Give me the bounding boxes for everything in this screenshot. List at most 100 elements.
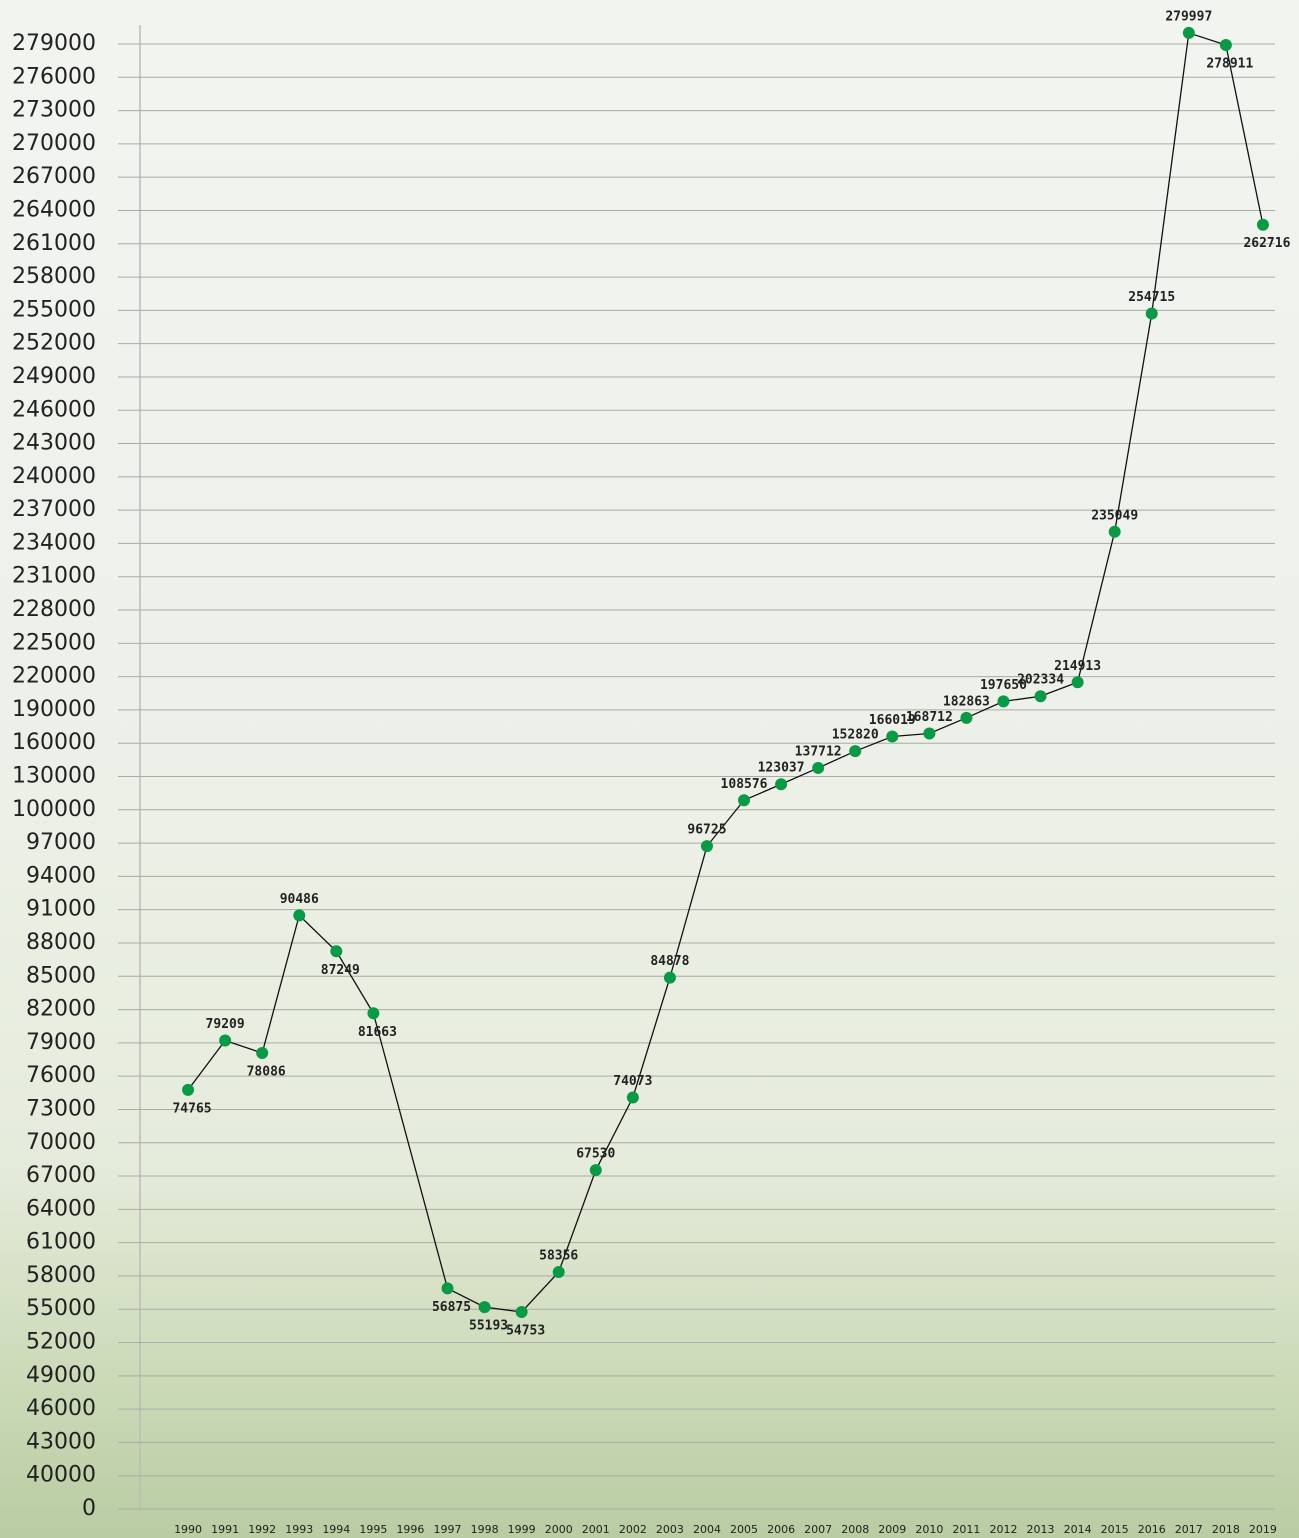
y-tick-label: 264000 [12, 197, 96, 222]
x-tick-label: 1995 [359, 1523, 387, 1536]
point [700, 840, 713, 853]
point [923, 727, 936, 740]
y-tick-label: 220000 [12, 664, 96, 689]
x-tick-label: 1998 [471, 1523, 499, 1536]
point [330, 945, 343, 958]
data-label: 197650 [980, 678, 1027, 693]
point [441, 1282, 454, 1295]
y-tick-label: 70000 [26, 1130, 96, 1155]
y-tick-label: 252000 [12, 331, 96, 356]
data-label: 254715 [1128, 290, 1175, 305]
data-label: 90486 [280, 892, 319, 907]
point [182, 1083, 195, 1096]
y-tick-label: 76000 [26, 1063, 96, 1088]
data-label: 166019 [869, 713, 916, 728]
x-tick-label: 2010 [915, 1523, 943, 1536]
y-tick-label: 249000 [12, 364, 96, 389]
x-tick-label: 2006 [767, 1523, 795, 1536]
x-tick-label: 2003 [656, 1523, 684, 1536]
point [663, 971, 676, 984]
data-label: 55193 [469, 1319, 508, 1334]
y-tick-label: 58000 [26, 1263, 96, 1288]
x-tick-label: 2005 [730, 1523, 758, 1536]
x-tick-label: 1992 [248, 1523, 276, 1536]
y-tick-label: 46000 [26, 1396, 96, 1421]
data-label: 152820 [832, 728, 879, 743]
y-tick-label: 273000 [12, 98, 96, 123]
x-tick-label: 2001 [582, 1523, 610, 1536]
point [367, 1007, 380, 1020]
point [738, 794, 751, 807]
data-label: 84878 [650, 954, 689, 969]
x-tick-label: 2008 [841, 1523, 869, 1536]
x-tick-label: 2014 [1064, 1523, 1092, 1536]
y-tick-label: 261000 [12, 231, 96, 256]
y-tick-label: 40000 [26, 1463, 96, 1488]
y-tick-label: 246000 [12, 397, 96, 422]
point [1145, 307, 1158, 320]
y-tick-label: 279000 [12, 31, 96, 56]
point [812, 761, 825, 774]
x-tick-label: 1999 [508, 1523, 536, 1536]
y-tick-label: 276000 [12, 64, 96, 89]
y-tick-label: 225000 [12, 630, 96, 655]
point [1108, 525, 1121, 538]
point [997, 695, 1010, 708]
y-tick-label: 49000 [26, 1363, 96, 1388]
y-tick-label: 0 [82, 1496, 96, 1521]
data-label: 262716 [1243, 236, 1290, 251]
point [1219, 38, 1232, 51]
y-tick-label: 52000 [26, 1330, 96, 1355]
data-label: 74073 [613, 1074, 652, 1089]
y-tick-label: 255000 [12, 297, 96, 322]
x-tick-label: 2018 [1212, 1523, 1240, 1536]
point [960, 711, 973, 724]
point [1182, 26, 1195, 39]
y-tick-label: 55000 [26, 1296, 96, 1321]
x-tick-label: 2019 [1249, 1523, 1277, 1536]
point [552, 1265, 565, 1278]
data-label: 214913 [1054, 659, 1101, 674]
y-tick-label: 160000 [12, 730, 96, 755]
data-label: 278911 [1206, 56, 1253, 71]
point [478, 1301, 491, 1314]
data-label: 58356 [539, 1248, 578, 1263]
data-label: 168712 [906, 710, 953, 725]
x-tick-label: 1994 [322, 1523, 350, 1536]
y-tick-label: 237000 [12, 497, 96, 522]
data-label: 182863 [943, 694, 990, 709]
x-tick-label: 2004 [693, 1523, 721, 1536]
x-tick-label: 2000 [545, 1523, 573, 1536]
point [1034, 690, 1047, 703]
y-tick-label: 270000 [12, 131, 96, 156]
y-tick-label: 61000 [26, 1230, 96, 1255]
x-tick-label: 2016 [1138, 1523, 1166, 1536]
y-tick-label: 267000 [12, 164, 96, 189]
x-tick-label: 1990 [174, 1523, 202, 1536]
point [589, 1164, 602, 1177]
y-tick-label: 79000 [26, 1030, 96, 1055]
x-tick-label: 2007 [804, 1523, 832, 1536]
point [256, 1047, 269, 1060]
y-tick-label: 100000 [12, 797, 96, 822]
data-label: 87249 [321, 963, 360, 978]
y-tick-label: 85000 [26, 963, 96, 988]
y-tick-label: 240000 [12, 464, 96, 489]
y-tick-label: 258000 [12, 264, 96, 289]
y-tick-label: 228000 [12, 597, 96, 622]
x-tick-label: 2015 [1101, 1523, 1129, 1536]
data-label: 54753 [506, 1323, 545, 1338]
y-tick-label: 64000 [26, 1196, 96, 1221]
x-tick-label: 2013 [1027, 1523, 1055, 1536]
data-label: 123037 [758, 761, 805, 776]
point [886, 730, 899, 743]
data-label: 202334 [1017, 673, 1064, 688]
point [775, 778, 788, 791]
data-label: 96725 [687, 823, 726, 838]
x-tick-label: 1991 [211, 1523, 239, 1536]
x-tick-label: 2012 [989, 1523, 1017, 1536]
data-label: 67530 [576, 1147, 615, 1162]
data-label: 279997 [1165, 9, 1212, 24]
y-tick-label: 82000 [26, 997, 96, 1022]
